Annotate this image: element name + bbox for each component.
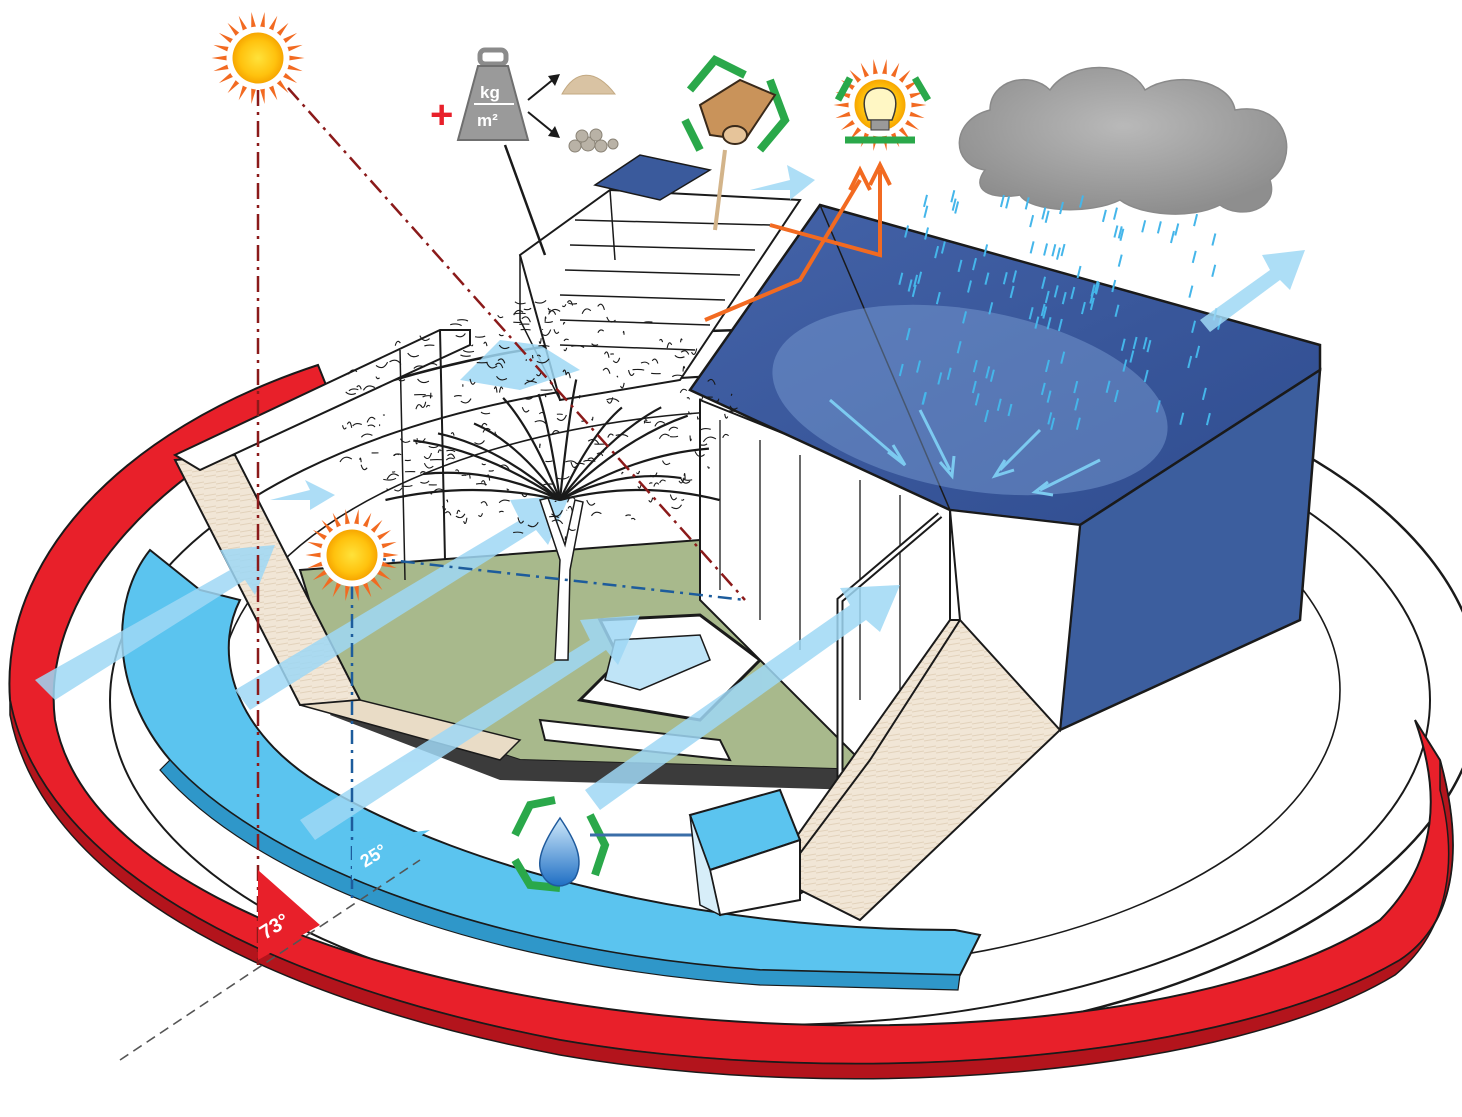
recycled-water-drop-icon: [511, 796, 714, 892]
rain-cloud-icon: [958, 66, 1288, 215]
weight-unit-bottom: m²: [477, 111, 498, 130]
winter-sun-icon: [305, 508, 399, 602]
rain-streaks: [898, 189, 1222, 431]
weight-unit-top: kg: [480, 83, 500, 102]
summer-sun-angle-line: [256, 87, 746, 965]
solar-reflection-rays: [704, 160, 892, 322]
weight-kg-per-m2-icon: + kg m²: [430, 47, 560, 256]
house-roof: [688, 203, 1322, 733]
rainwater-tank: [688, 788, 802, 917]
rain-runoff-arrows: [829, 398, 1101, 497]
summer-angle-marker: 73°: [256, 870, 320, 960]
gravel-pile-icon: [568, 128, 619, 153]
plus-sign: +: [430, 93, 453, 137]
summer-sun-icon: [211, 11, 305, 105]
airflow-arrows: [35, 165, 1305, 840]
winter-sun-path-arc: [121, 548, 982, 991]
ground-reference-line: [119, 859, 421, 1061]
tree: [339, 299, 738, 661]
sand-pile-icon: [561, 74, 617, 95]
recycled-timber-icon: [681, 55, 790, 231]
recycled-lightbulb-icon: [833, 58, 932, 152]
summer-sun-path-arc: [8, 363, 1454, 1080]
